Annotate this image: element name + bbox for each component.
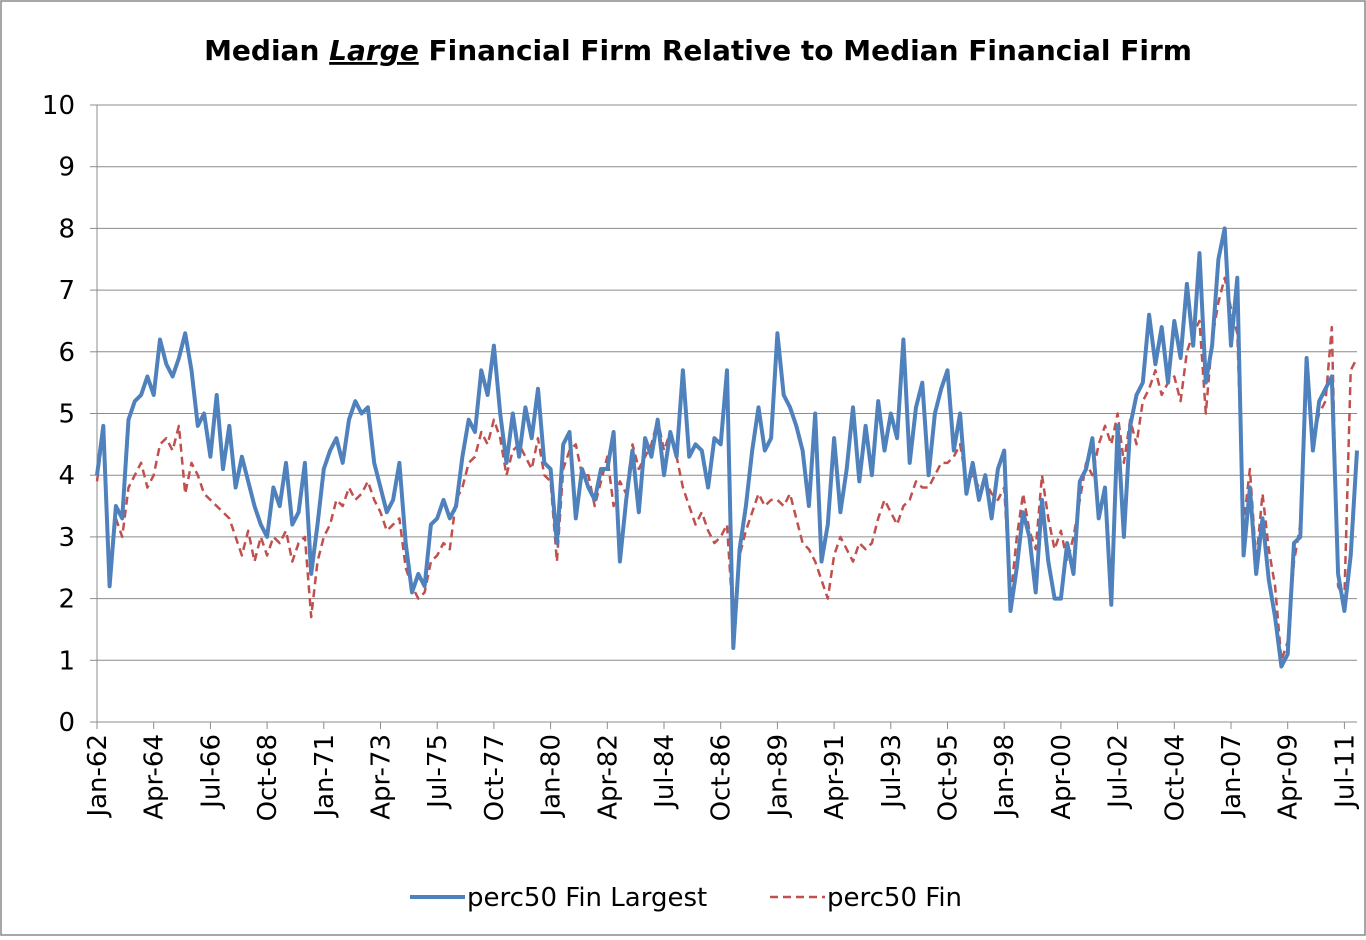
x-tick-label: Jan-89 (763, 734, 793, 819)
x-tick-label: Apr-73 (367, 734, 397, 820)
title-start: Median (204, 34, 319, 67)
x-tick-label: Jul-84 (650, 734, 680, 810)
x-tick-label: Jan-71 (310, 734, 340, 819)
y-tick-label: 4 (58, 461, 75, 491)
legend-label: perc50 Fin Largest (467, 883, 707, 913)
x-tick-label: Apr-82 (593, 734, 623, 820)
x-tick-label: Jul-93 (877, 734, 907, 810)
y-tick-label: 0 (58, 708, 75, 738)
y-tick-label: 8 (58, 214, 75, 244)
y-tick-label: 7 (58, 276, 75, 306)
legend-label: perc50 Fin (827, 883, 962, 913)
data-line (95, 226, 1359, 669)
x-tick-label: Oct-86 (707, 734, 737, 821)
y-tick-label: 1 (58, 646, 75, 676)
y-tick-label: 3 (58, 523, 75, 553)
title-emphasis: Large (329, 34, 419, 67)
x-tick-label: Oct-04 (1160, 734, 1190, 821)
y-tick-label: 5 (58, 400, 75, 430)
x-tick-label: Jul-02 (1104, 734, 1134, 810)
x-tick-label: Jan-07 (1217, 734, 1247, 819)
x-tick-label: Jul-75 (423, 734, 453, 810)
x-tick-label: Oct-95 (934, 734, 964, 821)
x-tick-label: Apr-64 (140, 734, 170, 820)
x-tick-label: Apr-09 (1274, 734, 1304, 820)
x-tick-label: Jan-80 (537, 734, 567, 819)
x-tick-label: Oct-77 (480, 734, 510, 821)
title-rest: Financial Firm Relative to Median Financ… (428, 34, 1191, 67)
y-tick-label: 2 (58, 585, 75, 615)
y-tick-label: 10 (42, 91, 75, 121)
data-line (95, 276, 1359, 662)
y-tick-label: 9 (58, 153, 75, 183)
x-tick-label: Apr-00 (1047, 734, 1077, 820)
x-tick-label: Jan-98 (990, 734, 1020, 819)
x-tick-label: Oct-68 (253, 734, 283, 821)
x-tick-label: Jan-62 (83, 734, 113, 819)
chart-title: Median Large Financial Firm Relative to … (204, 34, 1192, 67)
x-tick-label: Apr-91 (820, 734, 850, 820)
x-tick-label: Jul-11 (1330, 734, 1360, 810)
x-tick-label: Jul-66 (196, 734, 226, 810)
y-tick-label: 6 (58, 338, 75, 368)
